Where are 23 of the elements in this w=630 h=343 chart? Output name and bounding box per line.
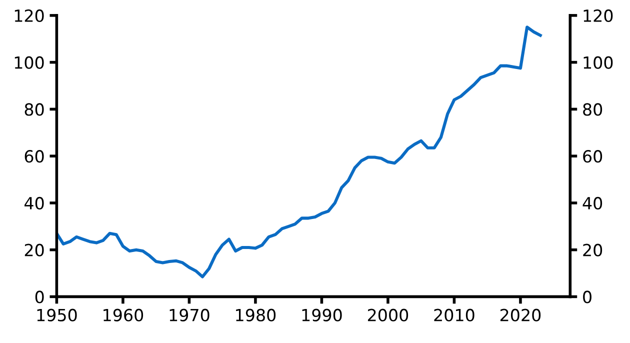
y2-tick-label: 20 [583, 244, 602, 256]
y2-tick-label: 120 [584, 9, 613, 22]
x-tick-label: 2020 [500, 308, 541, 322]
x-tick-label: 1950 [37, 308, 77, 322]
y-tick-label: 0 [35, 290, 44, 304]
y-tick-label: 40 [24, 196, 44, 210]
x-tick-label: 1990 [302, 308, 342, 322]
x-tick-label: 2010 [434, 308, 474, 322]
y2-tick-label: 100 [584, 56, 613, 69]
line-series [56, 26, 542, 278]
x-tick-label: 1960 [104, 308, 144, 322]
y2-tick-label: 60 [583, 150, 602, 163]
x-tick-label: 2000 [368, 308, 408, 322]
y2-tick-label: 80 [583, 103, 602, 116]
y-tick-label: 60 [24, 150, 44, 163]
x-tick-label: 1970 [170, 308, 210, 322]
y-tick-label: 80 [24, 103, 44, 116]
y-tick-label: 20 [24, 244, 44, 256]
y-tick-label: 100 [14, 56, 44, 69]
x-tick-label: 1980 [236, 308, 276, 322]
y-tick-label: 120 [14, 9, 44, 22]
y2-tick-label: 40 [582, 196, 602, 210]
y2-tick-label: 0 [583, 290, 592, 304]
